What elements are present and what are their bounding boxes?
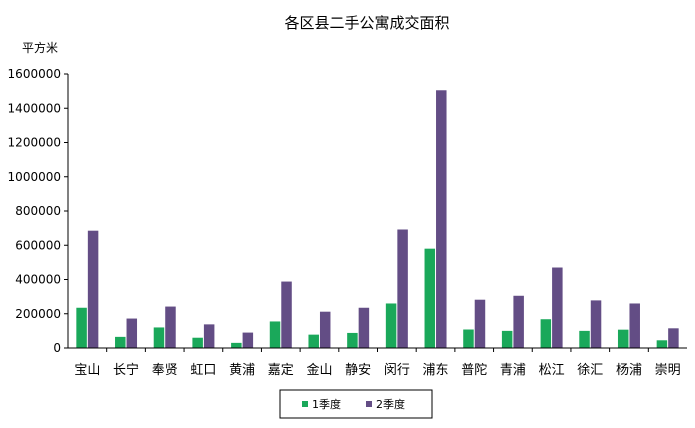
series-2-bar [126, 318, 138, 348]
x-category-label: 金山 [306, 362, 332, 378]
y-tick-label: 1400000 [8, 101, 61, 115]
series-2-bar [474, 299, 486, 348]
y-tick-label: 800000 [15, 204, 61, 218]
series-1-bar [231, 342, 242, 348]
y-tick-label: 1000000 [8, 170, 61, 184]
series-1-bar [463, 329, 474, 348]
y-tick-label: 600000 [15, 238, 61, 252]
series-1-bar [308, 334, 319, 348]
y-tick-label: 1600000 [8, 67, 61, 81]
series-2-bar [590, 300, 602, 348]
x-category-label: 奉贤 [152, 363, 178, 378]
series-1-bar [424, 248, 436, 348]
series-2-bar [203, 324, 215, 348]
series-2-bar [513, 295, 524, 348]
series-1-bar [617, 329, 629, 348]
x-category-label: 闵行 [384, 363, 410, 378]
series-1-bar [540, 319, 552, 348]
series-1-bar [347, 332, 358, 348]
series-1-bar [501, 330, 513, 348]
x-category-label: 嘉定 [268, 363, 294, 378]
series-2-bar [165, 306, 176, 348]
x-category-label: 浦东 [423, 363, 449, 378]
legend-swatch [302, 401, 308, 407]
series-1-bar [656, 340, 668, 348]
x-category-label: 杨浦 [616, 363, 642, 378]
legend-label: 1季度 [312, 397, 341, 411]
x-category-label: 普陀 [461, 362, 487, 378]
x-category-label: 静安 [345, 363, 371, 378]
series-2-bar [87, 230, 99, 348]
series-2-bar [319, 311, 331, 348]
series-1-bar [192, 337, 203, 348]
x-category-label: 松江 [539, 363, 565, 378]
series-1-bar [115, 336, 126, 348]
series-1-bar [579, 330, 590, 348]
series-2-bar [281, 281, 292, 348]
series-2-bar [397, 229, 408, 348]
y-tick-label: 200000 [15, 307, 61, 321]
x-category-label: 长宁 [113, 362, 139, 378]
x-category-label: 青浦 [500, 363, 526, 378]
series-2-bar [668, 328, 679, 348]
y-tick-label: 0 [53, 341, 61, 355]
x-category-label: 徐汇 [577, 363, 603, 378]
x-category-label: 崇明 [655, 363, 681, 378]
series-1-bar [269, 321, 281, 348]
chart-title: 各区县二手公寓成交面积 [284, 14, 449, 32]
series-2-bar [552, 267, 563, 348]
x-category-label: 宝山 [74, 363, 100, 378]
y-tick-label: 1200000 [8, 136, 61, 150]
legend: 1季度 2季度 [279, 389, 433, 419]
x-category-label: 虹口 [190, 363, 216, 378]
series-1-bar [76, 307, 87, 348]
y-tick-label: 400000 [15, 273, 61, 287]
series-2-bar [242, 332, 254, 348]
series-2-bar [358, 307, 370, 348]
legend-label: 2季度 [376, 397, 405, 411]
x-category-label: 黄浦 [229, 363, 255, 378]
series-1-bar [153, 327, 165, 348]
series-1-bar [385, 303, 397, 348]
y-axis-unit-label: 平方米 [22, 40, 58, 55]
series-2-bar [629, 303, 640, 348]
legend-swatch [366, 401, 372, 407]
series-2-bar [436, 90, 447, 349]
